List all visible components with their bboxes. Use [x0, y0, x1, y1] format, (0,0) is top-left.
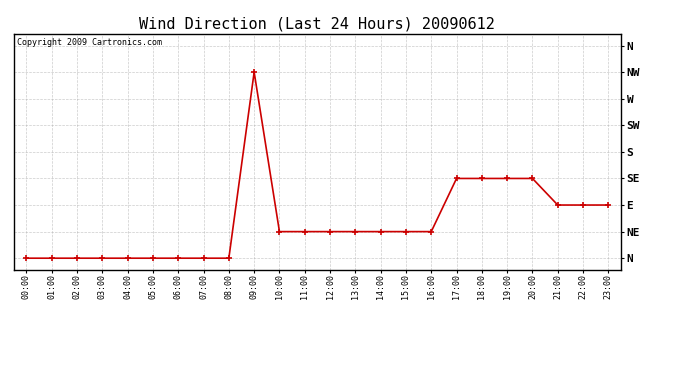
Title: Wind Direction (Last 24 Hours) 20090612: Wind Direction (Last 24 Hours) 20090612 [139, 16, 495, 31]
Text: Copyright 2009 Cartronics.com: Copyright 2009 Cartronics.com [17, 39, 162, 48]
